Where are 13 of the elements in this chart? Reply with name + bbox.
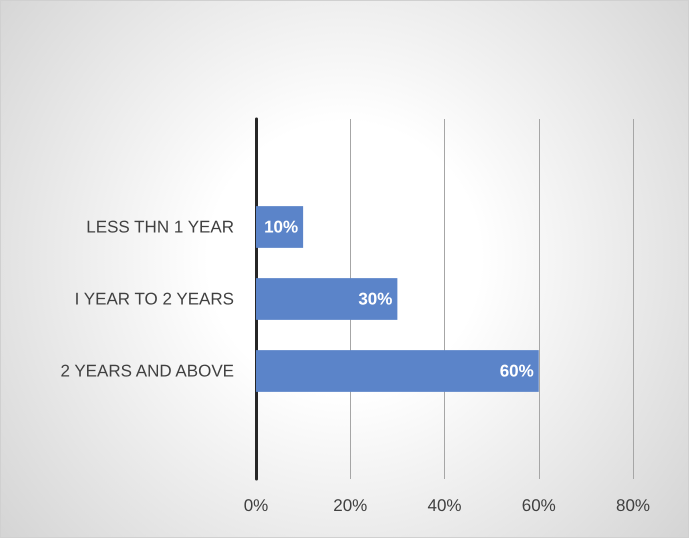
- x-tick-label: 80%: [616, 496, 650, 515]
- y-tick-label: I YEAR TO 2 YEARS: [74, 290, 234, 308]
- data-label: 10%: [264, 218, 298, 236]
- x-tick-label: 20%: [333, 496, 368, 515]
- data-label: 30%: [358, 290, 392, 308]
- x-tick-label: 40%: [427, 496, 462, 515]
- bar: [256, 278, 398, 320]
- x-tick-label: 60%: [522, 496, 556, 515]
- y-tick-label: 2 YEARS AND ABOVE: [60, 362, 234, 380]
- y-tick-label: LESS THN 1 YEAR: [86, 218, 234, 236]
- data-label: 60%: [500, 362, 534, 380]
- x-tick-label: 0%: [244, 496, 268, 515]
- bar: [256, 350, 539, 392]
